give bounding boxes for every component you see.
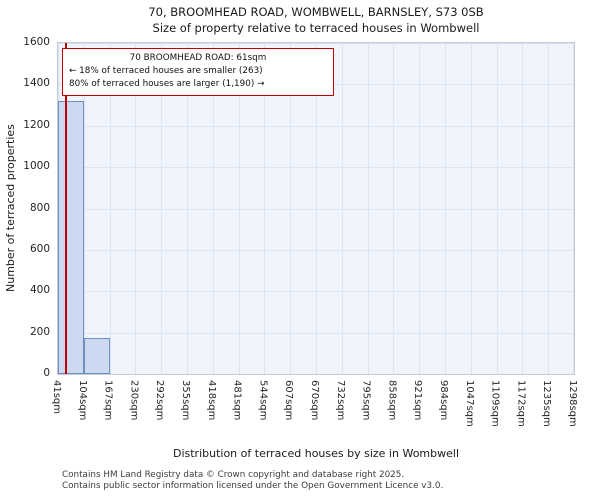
gridline-vertical xyxy=(187,43,188,374)
gridline-vertical xyxy=(367,43,369,374)
histogram-bar xyxy=(58,100,84,374)
x-tick-label: 481sqm xyxy=(231,380,243,421)
chart-title-line2: Size of property relative to terraced ho… xyxy=(152,21,480,35)
x-tick-label: 544sqm xyxy=(257,380,269,421)
y-tick-label: 1200 xyxy=(23,118,50,131)
chart-title-line1: 70, BROOMHEAD ROAD, WOMBWELL, BARNSLEY, … xyxy=(148,5,484,19)
x-tick-label: 670sqm xyxy=(309,380,320,421)
gridline-vertical xyxy=(393,43,395,374)
y-tick-label: 0 xyxy=(43,367,50,379)
annotation-box: 70 BROOMHEAD ROAD: 61sqm ← 18% of terrac… xyxy=(62,48,334,96)
annotation-larger-text: 80% of terraced houses are larger (1,190… xyxy=(69,79,265,90)
gridline-vertical xyxy=(470,43,472,374)
gridline-vertical xyxy=(522,43,524,374)
gridline-vertical xyxy=(573,43,574,374)
x-tick-label: 921sqm xyxy=(412,380,424,421)
gridline-vertical xyxy=(496,43,498,374)
gridline-vertical xyxy=(316,43,317,374)
annotation-title: 70 BROOMHEAD ROAD: 61sqm xyxy=(129,53,267,63)
gridline-vertical xyxy=(238,43,240,374)
gridline-vertical xyxy=(135,43,137,374)
gridline-vertical xyxy=(83,43,85,374)
x-tick-label: 41sqm xyxy=(51,380,62,415)
x-tick-label: 1047sqm xyxy=(463,380,475,427)
x-tick-label: 104sqm xyxy=(76,380,88,421)
x-tick-label: 1298sqm xyxy=(567,380,578,427)
y-tick-label: 200 xyxy=(29,325,50,338)
gridline-vertical xyxy=(212,43,214,374)
x-tick-label: 795sqm xyxy=(360,380,372,421)
gridline-vertical xyxy=(109,43,111,374)
y-tick-label: 800 xyxy=(29,201,50,214)
gridline-vertical xyxy=(290,43,292,374)
y-tick-label: 1400 xyxy=(23,77,50,90)
gridline-vertical xyxy=(264,43,266,374)
y-tick-label: 400 xyxy=(29,284,50,297)
gridline-vertical xyxy=(548,43,550,374)
x-tick-label: 418sqm xyxy=(205,380,217,421)
gridline-vertical xyxy=(445,43,446,374)
x-tick-label: 1109sqm xyxy=(489,380,501,427)
gridline-vertical xyxy=(419,43,421,374)
x-tick-label: 858sqm xyxy=(386,380,398,421)
plot-area: 70 BROOMHEAD ROAD: 61sqm ← 18% of terrac… xyxy=(57,42,575,375)
x-tick-labels: 41sqm 104sqm 167sqm 230sqm 292sqm 355sqm 418sq… xyxy=(51,380,578,446)
y-tick-label: 1600 xyxy=(23,36,50,48)
footer-line2: Contains public sector information licen… xyxy=(62,481,444,491)
footer-line1: Contains HM Land Registry data © Crown c… xyxy=(62,470,405,480)
x-tick-label: 230sqm xyxy=(128,380,140,421)
x-tick-label: 1172sqm xyxy=(515,380,527,427)
x-tick-label: 292sqm xyxy=(154,380,166,421)
gridline-vertical xyxy=(341,43,343,374)
x-tick-label: 984sqm xyxy=(438,380,449,421)
x-tick-label: 607sqm xyxy=(283,380,295,421)
x-axis-title: Distribution of terraced houses by size … xyxy=(172,447,459,460)
x-tick-label: 732sqm xyxy=(334,380,346,421)
y-tick-label: 1000 xyxy=(23,160,50,173)
y-tick-labels: 0 200 400 600 800 1000 1200 1400 1600 xyxy=(0,36,50,379)
x-tick-label: 355sqm xyxy=(180,380,191,421)
y-tick-label: 600 xyxy=(29,242,50,255)
gridline-vertical xyxy=(161,43,163,374)
x-tick-label: 167sqm xyxy=(102,380,114,421)
x-tick-label: 1235sqm xyxy=(541,380,553,427)
annotation-smaller-text: ← 18% of terraced houses are smaller (26… xyxy=(69,66,263,77)
histogram-bar xyxy=(83,337,110,374)
property-size-marker-line xyxy=(65,43,68,374)
